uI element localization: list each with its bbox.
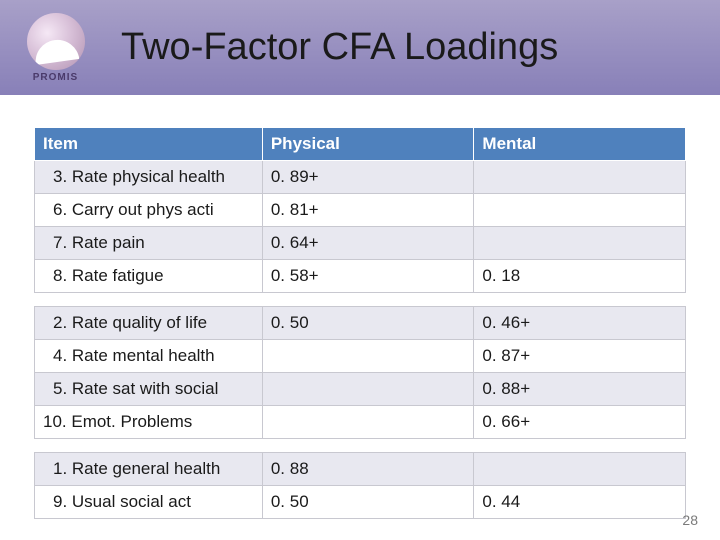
- cell-physical: 0. 81+: [262, 194, 474, 227]
- cell-mental: 0. 66+: [474, 406, 686, 439]
- table-row: 7. Rate pain0. 64+: [35, 227, 686, 260]
- cell-physical: [262, 340, 474, 373]
- cell-mental: [474, 161, 686, 194]
- cell-item: 7. Rate pain: [35, 227, 263, 260]
- table-row: 3. Rate physical health0. 89+: [35, 161, 686, 194]
- cell-mental: [474, 194, 686, 227]
- cell-item: 1. Rate general health: [35, 453, 263, 486]
- cell-item: 6. Carry out phys acti: [35, 194, 263, 227]
- spacer-row: [35, 439, 686, 453]
- slide-title: Two-Factor CFA Loadings: [121, 26, 558, 69]
- loadings-table: Item Physical Mental 3. Rate physical he…: [34, 127, 686, 519]
- table-row: 8. Rate fatigue0. 58+0. 18: [35, 260, 686, 293]
- cell-item: 3. Rate physical health: [35, 161, 263, 194]
- cell-item: 9. Usual social act: [35, 486, 263, 519]
- cell-item: 10. Emot. Problems: [35, 406, 263, 439]
- table-row: 6. Carry out phys acti0. 81+: [35, 194, 686, 227]
- spacer-row: [35, 293, 686, 307]
- col-header-item: Item: [35, 128, 263, 161]
- logo-circle-icon: [27, 13, 85, 70]
- cell-physical: 0. 50: [262, 486, 474, 519]
- cell-physical: 0. 64+: [262, 227, 474, 260]
- cell-item: 8. Rate fatigue: [35, 260, 263, 293]
- cell-item: 4. Rate mental health: [35, 340, 263, 373]
- table-row: 9. Usual social act0. 500. 44: [35, 486, 686, 519]
- table-container: Item Physical Mental 3. Rate physical he…: [0, 95, 720, 519]
- cell-item: 2. Rate quality of life: [35, 307, 263, 340]
- cell-physical: [262, 406, 474, 439]
- cell-physical: [262, 373, 474, 406]
- table-row: 4. Rate mental health 0. 87+: [35, 340, 686, 373]
- table-row: 5. Rate sat with social 0. 88+: [35, 373, 686, 406]
- table-header-row: Item Physical Mental: [35, 128, 686, 161]
- cell-physical: 0. 58+: [262, 260, 474, 293]
- cell-mental: 0. 87+: [474, 340, 686, 373]
- cell-mental: [474, 227, 686, 260]
- cell-physical: 0. 50: [262, 307, 474, 340]
- cell-mental: 0. 18: [474, 260, 686, 293]
- table-row: 2. Rate quality of life0. 500. 46+: [35, 307, 686, 340]
- col-header-physical: Physical: [262, 128, 474, 161]
- logo-text: PROMIS: [33, 72, 78, 83]
- cell-mental: 0. 46+: [474, 307, 686, 340]
- table-row: 1. Rate general health0. 88: [35, 453, 686, 486]
- promis-logo: PROMIS: [8, 13, 103, 83]
- slide-header: PROMIS Two-Factor CFA Loadings: [0, 0, 720, 95]
- cell-mental: 0. 88+: [474, 373, 686, 406]
- cell-mental: [474, 453, 686, 486]
- cell-physical: 0. 89+: [262, 161, 474, 194]
- cell-mental: 0. 44: [474, 486, 686, 519]
- table-row: 10. Emot. Problems 0. 66+: [35, 406, 686, 439]
- col-header-mental: Mental: [474, 128, 686, 161]
- cell-item: 5. Rate sat with social: [35, 373, 263, 406]
- page-number: 28: [682, 512, 698, 528]
- cell-physical: 0. 88: [262, 453, 474, 486]
